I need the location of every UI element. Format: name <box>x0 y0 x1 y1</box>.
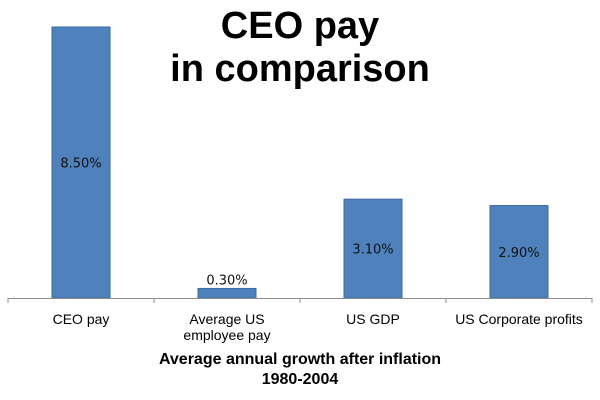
x-axis-title: Average annual growth after inflation 19… <box>159 351 441 388</box>
data-labels-layer: 8.50% 0.30% 3.10% 2.90% <box>60 157 539 289</box>
bars-layer <box>51 26 549 299</box>
x-tick-label-2-line-1: Average US <box>189 311 264 327</box>
bar-1 <box>51 26 111 299</box>
x-tick-label-2-line-2: employee pay <box>183 327 270 343</box>
data-label-4: 2.90% <box>498 246 539 261</box>
bar-2 <box>197 287 257 299</box>
x-axis-title-line-2: 1980-2004 <box>262 371 339 388</box>
x-tick-label-1: CEO pay <box>53 311 110 327</box>
chart-title: CEO pay in comparison <box>170 5 430 90</box>
chart-title-line-1: CEO pay <box>221 5 379 47</box>
chart-title-line-2: in comparison <box>170 48 430 90</box>
data-label-1: 8.50% <box>60 157 101 172</box>
x-axis-title-line-1: Average annual growth after inflation <box>159 351 441 368</box>
data-label-2: 0.30% <box>206 273 247 288</box>
bar-4 <box>489 205 549 299</box>
x-axis <box>7 298 593 303</box>
x-tick-label-4: US Corporate profits <box>455 311 583 327</box>
data-label-3: 3.10% <box>352 243 393 258</box>
x-tick-label-3: US GDP <box>346 311 400 327</box>
